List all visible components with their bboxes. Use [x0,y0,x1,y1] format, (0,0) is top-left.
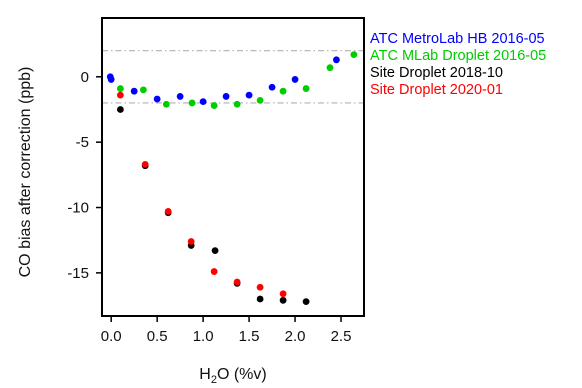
x-axis-title: H2O (%v) [199,366,266,386]
data-point [210,102,218,109]
data-point [116,91,124,99]
legend-entry: Site Droplet 2020-01 [370,82,503,98]
data-point [256,96,264,104]
data-point [141,160,149,168]
x-tick-label: 2.0 [285,328,306,345]
data-point [211,247,219,255]
data-point [268,83,276,91]
y-tick-label: -5 [76,134,89,151]
data-points [106,51,358,306]
series-2 [116,51,358,109]
data-point [256,283,264,291]
data-point [130,87,138,95]
data-point [116,106,124,113]
data-point [153,95,161,103]
data-point [279,87,287,95]
plot-area-frame [101,17,365,317]
x-axis-title-main: H [199,366,211,383]
legend-entry: ATC MLab Droplet 2016-05 [370,48,546,64]
x-tick-label: 2.5 [331,328,352,345]
x-axis-ticks: 0.0 0.5 1.0 1.5 2.0 2.5 [101,316,352,345]
data-point [233,278,241,286]
data-point [233,100,241,108]
y-tick-label: 0 [81,69,89,86]
x-tick-label: 0.0 [101,328,122,345]
data-point [256,295,264,303]
x-axis-title-rest: O (%v) [217,366,267,383]
legend-entry: ATC MetroLab HB 2016-05 [370,31,545,47]
data-point [222,93,230,100]
data-point [187,238,195,245]
data-point [176,93,184,100]
data-point [333,56,340,64]
data-point [245,91,253,99]
y-tick-label: -15 [67,265,89,282]
series-1 [106,56,340,106]
data-point [139,86,147,94]
x-axis-title-subscript: 2 [211,374,217,386]
legend-entry: Site Droplet 2018-10 [370,65,503,81]
data-point [162,100,170,108]
data-point [107,76,115,83]
y-axis-title: CO bias after correction (ppb) [17,67,34,278]
x-tick-label: 1.0 [193,328,214,345]
data-point [188,99,196,107]
data-point [279,290,287,298]
data-point [279,296,287,304]
data-point [302,85,310,92]
reference-lines [102,50,364,104]
y-tick-label: -10 [67,200,89,217]
series-3 [116,106,310,306]
data-point [116,85,124,92]
series-4 [116,91,287,298]
y-axis-ticks: 0 -5 -10 -15 [67,69,102,282]
data-point [199,98,207,106]
data-point [210,268,218,275]
data-point [302,298,310,306]
x-tick-label: 1.5 [239,328,260,345]
data-point [291,76,299,83]
x-tick-label: 0.5 [147,328,168,345]
data-point [350,51,358,58]
data-point [164,208,172,215]
data-point [326,64,334,72]
